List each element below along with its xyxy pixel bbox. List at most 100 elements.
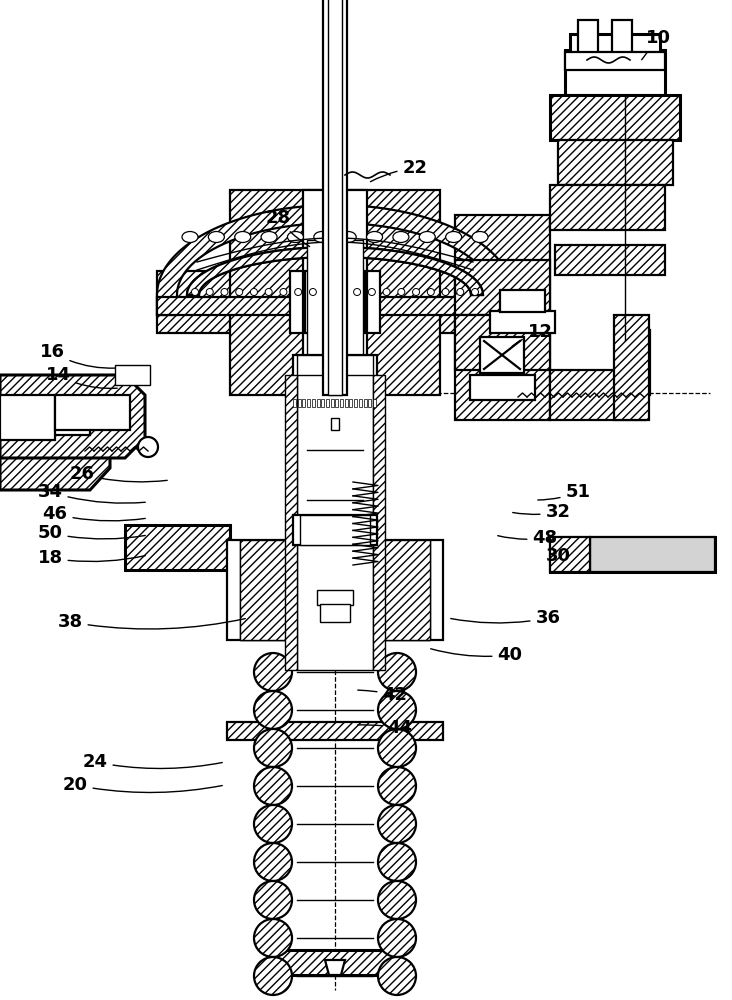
Bar [305,540,365,640]
Ellipse shape [383,288,390,296]
Ellipse shape [250,288,258,296]
Bar [297,375,373,670]
Bar [565,50,665,95]
Ellipse shape [368,288,376,296]
Ellipse shape [442,288,449,296]
Bar [578,20,598,58]
Bar [303,190,367,395]
Bar [354,399,357,407]
Bar [590,537,715,572]
Bar [565,52,665,70]
Bar [227,722,443,740]
Bar [157,271,513,333]
Bar [290,271,380,333]
Bar [300,515,370,545]
Text: 12: 12 [512,323,553,346]
Text: 24: 24 [83,753,223,771]
Bar [615,330,650,395]
Circle shape [254,729,292,767]
Ellipse shape [192,288,198,296]
Text: 16: 16 [40,343,115,368]
Text: 48: 48 [498,529,558,547]
Bar [570,34,660,52]
Ellipse shape [471,288,479,296]
Bar [293,355,377,395]
Ellipse shape [236,288,243,296]
Text: 34: 34 [37,483,145,503]
Bar [558,140,673,185]
Polygon shape [325,960,345,975]
Ellipse shape [397,288,405,296]
Bar [313,271,357,333]
Text: 46: 46 [42,505,145,523]
Bar [20,400,90,435]
Bar [470,375,535,400]
Ellipse shape [310,288,316,296]
Ellipse shape [446,232,462,242]
Ellipse shape [206,288,213,296]
Bar [312,399,315,407]
Bar [373,399,376,407]
Ellipse shape [419,232,436,242]
Bar [270,950,400,975]
Bar [227,540,443,640]
Text: 22: 22 [370,159,427,182]
Ellipse shape [314,232,330,242]
Circle shape [254,881,292,919]
Bar [328,0,342,395]
Bar [326,399,329,407]
Bar [125,525,230,570]
Ellipse shape [367,232,383,242]
Bar [230,550,295,575]
Circle shape [254,957,292,995]
Bar [307,399,310,407]
Bar [331,399,334,407]
Polygon shape [0,395,55,440]
Bar [240,540,302,640]
Circle shape [254,805,292,843]
Circle shape [254,767,292,805]
Circle shape [254,653,292,691]
Bar [340,399,343,407]
Bar [230,190,440,395]
Bar [317,590,353,605]
Bar [230,560,440,600]
Bar [305,271,365,333]
Ellipse shape [209,232,225,242]
Bar [455,215,550,420]
Bar [321,399,324,407]
Bar [285,375,297,670]
Ellipse shape [221,288,228,296]
Circle shape [254,691,292,729]
Text: 18: 18 [37,549,145,567]
Bar [115,365,150,385]
Bar [368,540,430,640]
Circle shape [378,805,416,843]
Bar [612,20,632,58]
Text: 10: 10 [642,29,671,60]
Text: 42: 42 [358,686,408,704]
Ellipse shape [427,288,434,296]
Bar [550,370,645,420]
Bar [293,399,296,407]
Bar [555,245,665,275]
Ellipse shape [472,232,488,242]
Ellipse shape [288,232,304,242]
Circle shape [378,881,416,919]
Bar [307,240,363,395]
Ellipse shape [261,232,277,242]
Ellipse shape [295,288,302,296]
Ellipse shape [413,288,419,296]
Bar [614,315,649,420]
Text: 36: 36 [451,609,561,627]
Bar [373,375,385,670]
Bar [375,550,440,575]
Circle shape [378,729,416,767]
Polygon shape [187,247,483,295]
Circle shape [378,957,416,995]
Ellipse shape [340,232,356,242]
Text: 38: 38 [57,613,245,631]
Bar [490,311,555,333]
Bar [349,399,352,407]
Circle shape [378,653,416,691]
